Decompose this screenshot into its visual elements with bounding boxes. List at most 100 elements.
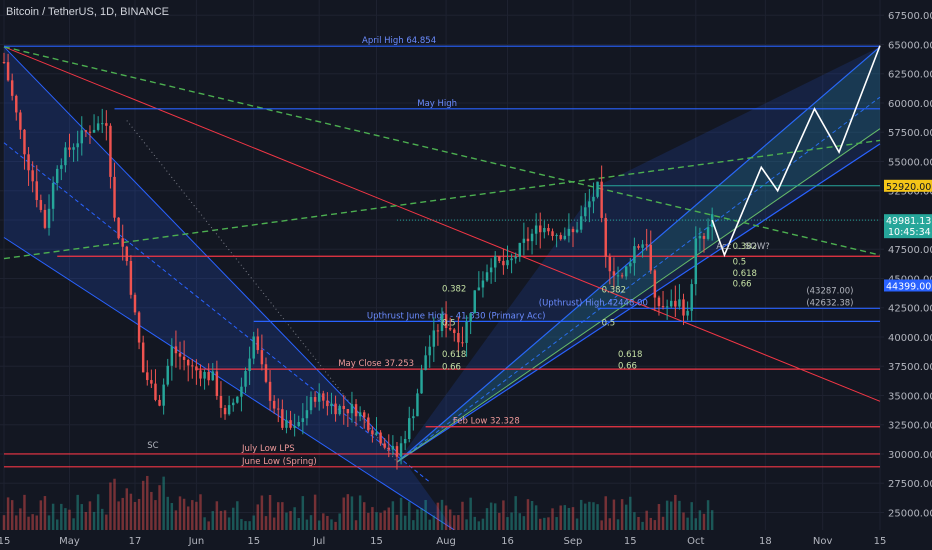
volume-bar: [264, 516, 268, 530]
level-label: April High 64.854: [362, 36, 436, 46]
volume-bar: [600, 520, 603, 530]
candle-body: [51, 183, 55, 209]
volume-bar: [665, 500, 669, 530]
candle-body: [76, 143, 79, 148]
volume-bar: [530, 500, 534, 530]
candle-body: [408, 418, 411, 439]
candle-body: [665, 306, 669, 308]
projection-path: [711, 45, 881, 258]
y-tick-label: 42500.00: [888, 304, 932, 315]
candle-body: [354, 404, 358, 417]
chart-title: Bitcoin / TetherUS, 1D, BINANCE: [6, 6, 170, 18]
candle-body: [252, 336, 255, 359]
y-tick-label: 25000.00: [888, 508, 932, 519]
candle-body: [10, 80, 14, 96]
volume-bar: [534, 505, 538, 530]
candle-body: [629, 263, 632, 267]
time-axis[interactable]: 15 May 17 Jun 15 Jul 15 Aug 16 Sep 15 Oct 18 Nov 15: [0, 530, 932, 550]
candle-body: [375, 432, 378, 435]
volume-bar: [158, 485, 161, 530]
volume-bar: [101, 508, 104, 530]
volume-bar: [43, 496, 47, 530]
volume-bar: [481, 518, 485, 530]
volume-bar: [141, 480, 145, 530]
candle-body: [387, 447, 391, 450]
candle-body: [64, 147, 67, 166]
volume-bar: [105, 514, 108, 530]
candle-body: [326, 400, 329, 407]
candle-body: [588, 201, 591, 208]
volume-bar: [203, 517, 206, 530]
price-axis[interactable]: 25000.00 27500.00 30000.00 32500.00 35000.00…: [884, 0, 932, 550]
price-badge: [884, 179, 932, 192]
volume-bar: [199, 494, 202, 530]
volume-bar: [510, 512, 513, 530]
volume-bar: [317, 520, 321, 530]
candle-body: [395, 446, 399, 457]
down-channel-lower: [3, 237, 455, 530]
volume-bar: [322, 513, 325, 530]
fib-label: 0.618: [733, 269, 757, 279]
candle-body: [412, 416, 415, 419]
candle-body: [330, 403, 333, 407]
candle-body: [678, 299, 681, 307]
candle-body: [489, 267, 493, 273]
price-badge: [884, 214, 932, 239]
volume-bar: [178, 496, 182, 530]
annotation-label: (43287.00): [806, 287, 853, 297]
volume-bar: [563, 505, 567, 530]
volume-bar: [403, 515, 407, 530]
candle-body: [600, 181, 603, 218]
volume-bar: [473, 516, 476, 530]
fib-label: 0.5: [442, 318, 456, 328]
volume-bar: [579, 499, 583, 530]
candlesticks[interactable]: [2, 52, 714, 470]
volume-bar: [432, 515, 436, 530]
volume-bar: [170, 503, 174, 530]
down-channel-fill: [4, 46, 455, 530]
candle-body: [68, 147, 71, 150]
candle-body: [191, 365, 194, 367]
candle-body: [424, 355, 427, 371]
volume-bar: [436, 502, 440, 530]
price-badge-label: 52920.00: [886, 182, 931, 193]
candle-body: [31, 170, 34, 182]
volume-bar: [559, 505, 562, 530]
volume-bar: [150, 491, 153, 530]
volume-bar: [137, 498, 141, 530]
volume-bar: [584, 503, 587, 530]
x-tick-label: Jun: [188, 536, 205, 547]
candle-body: [15, 95, 18, 113]
candle-body: [23, 129, 26, 155]
volume-bar: [223, 510, 227, 530]
volume-bar: [334, 521, 337, 530]
candle-body: [567, 228, 571, 236]
candle-body: [592, 196, 595, 202]
candle-body: [150, 380, 153, 384]
volume-bar: [657, 504, 661, 530]
candle-body: [571, 228, 575, 233]
candle-body: [616, 275, 620, 277]
y-tick-label: 30000.00: [888, 450, 932, 461]
volume-bar: [219, 510, 223, 530]
candle-body: [293, 425, 296, 428]
volume-bar: [272, 517, 276, 530]
candle-body: [305, 410, 309, 419]
candle-body: [92, 129, 96, 133]
x-tick-label: 15: [247, 536, 260, 547]
candle-body: [72, 147, 75, 150]
volume-bar: [227, 517, 231, 530]
volume-bar: [514, 496, 517, 530]
candle-body: [506, 260, 509, 266]
candle-body: [113, 176, 116, 218]
volume-bar: [301, 496, 305, 530]
price-badge-time: 10:45:34: [888, 227, 931, 238]
volume-bar: [706, 500, 710, 530]
volume-bar: [166, 496, 169, 530]
volume-bar: [51, 503, 55, 530]
candle-body: [301, 418, 305, 422]
red-diagonal: [3, 46, 881, 402]
candle-body: [240, 386, 243, 397]
candle-body: [227, 405, 231, 415]
